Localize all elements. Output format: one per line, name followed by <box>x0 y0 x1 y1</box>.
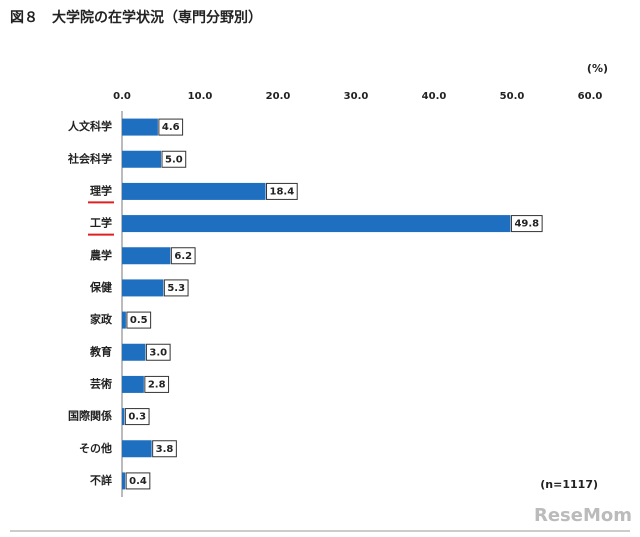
value-label-box <box>152 440 177 458</box>
value-label: 49.8 <box>514 219 539 230</box>
bar <box>122 311 126 329</box>
annotation: (n=1117) <box>540 478 598 491</box>
bar <box>122 118 158 136</box>
value-label-box <box>144 375 170 393</box>
bar <box>122 343 146 361</box>
bar <box>122 408 125 426</box>
y-tick-label: 保健 <box>89 280 113 294</box>
x-tick-label: 20.0 <box>266 91 291 102</box>
value-label-box <box>145 343 171 361</box>
bar <box>122 279 164 297</box>
value-label: 0.5 <box>130 315 148 326</box>
y-tick-label: 理学 <box>90 183 112 197</box>
y-tick-label: 教育 <box>89 344 112 358</box>
bar <box>122 472 126 490</box>
value-label: 0.3 <box>128 412 146 423</box>
bar <box>122 215 511 233</box>
x-tick-label: 60.0 <box>578 91 603 102</box>
value-label-box <box>125 472 151 490</box>
value-label-box <box>163 279 189 297</box>
y-tick-label: 人文科学 <box>68 119 112 133</box>
bar <box>122 150 161 168</box>
value-label-box <box>161 150 187 168</box>
y-tick-label: その他 <box>79 441 112 455</box>
value-label-box <box>266 182 298 200</box>
bar <box>122 182 266 200</box>
value-label: 2.8 <box>148 379 166 390</box>
y-tick-label: 農学 <box>90 248 112 262</box>
value-label-box <box>510 215 543 233</box>
value-label-box <box>170 247 196 265</box>
bar <box>122 247 171 265</box>
chart-title: 図８ 大学院の在学状況（専門分野別） <box>10 9 262 26</box>
value-label: 3.0 <box>149 347 167 358</box>
value-label: 18.4 <box>270 186 295 197</box>
value-label: 0.4 <box>129 476 147 487</box>
x-tick-label: 0.0 <box>113 91 131 102</box>
x-tick-label: 30.0 <box>344 91 369 102</box>
value-label: 6.2 <box>174 251 192 262</box>
x-tick-label: 40.0 <box>422 91 447 102</box>
y-tick-label: 芸術 <box>90 376 112 390</box>
value-label: 5.0 <box>165 154 183 165</box>
watermark: ReseMom <box>534 505 632 526</box>
unit-label: (%) <box>587 62 608 75</box>
y-tick-label: 家政 <box>90 312 113 326</box>
x-tick-label: 10.0 <box>188 91 213 102</box>
x-tick-label: 50.0 <box>500 91 525 102</box>
value-label-box <box>126 311 152 329</box>
bar <box>122 375 144 393</box>
y-tick-label: 社会科学 <box>67 151 112 165</box>
value-label: 4.6 <box>162 122 180 133</box>
value-label-box <box>124 408 150 426</box>
y-tick-label: 国際関係 <box>68 409 112 423</box>
y-tick-label: 不詳 <box>90 473 112 487</box>
value-label: 3.8 <box>156 444 174 455</box>
y-tick-label: 工学 <box>90 216 112 230</box>
bar <box>122 440 152 458</box>
value-label: 5.3 <box>167 283 185 294</box>
value-label-box <box>158 118 184 136</box>
